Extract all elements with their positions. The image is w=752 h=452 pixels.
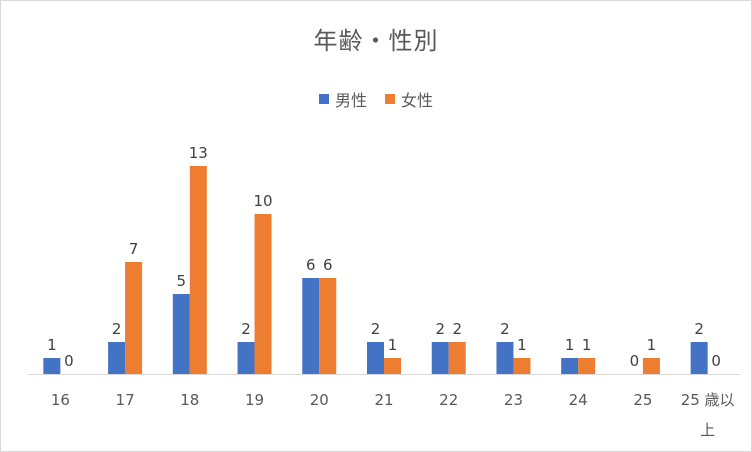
bar-male-2 <box>172 294 190 374</box>
x-tick-label-10-line-0: 25 歳以 <box>681 391 735 409</box>
bar-female-9 <box>642 358 660 374</box>
bar-male-4 <box>302 278 320 374</box>
legend-item-female: 女性 <box>385 87 433 111</box>
data-label-male-8: 1 <box>565 336 575 354</box>
bar-male-0 <box>43 358 61 374</box>
x-tick-label-10-line-1: 上 <box>700 421 715 439</box>
data-label-female-8: 1 <box>582 336 592 354</box>
x-tick-label-9: 25 <box>633 391 652 409</box>
bar-female-1 <box>125 262 143 374</box>
bar-male-3 <box>237 342 255 374</box>
data-label-male-9: 0 <box>630 352 640 370</box>
chart-title: 年齢・性別 <box>313 27 439 55</box>
bar-male-6 <box>431 342 449 374</box>
legend-swatch-female <box>385 94 395 104</box>
x-tick-label-3: 19 <box>245 391 264 409</box>
bar-female-3 <box>254 214 272 374</box>
bar-female-7 <box>513 358 531 374</box>
data-label-female-10: 0 <box>711 352 721 370</box>
legend-label-male: 男性 <box>334 91 367 110</box>
x-tick-label-6: 22 <box>439 391 458 409</box>
x-tick-label-8: 24 <box>569 391 588 409</box>
bar-female-4 <box>319 278 337 374</box>
x-tick-label-0: 16 <box>51 391 70 409</box>
x-tick-label-2: 18 <box>180 391 199 409</box>
data-label-male-5: 2 <box>371 320 381 338</box>
bar-male-5 <box>367 342 384 374</box>
data-label-male-10: 2 <box>694 320 704 338</box>
x-tick-label-7: 23 <box>504 391 523 409</box>
data-label-male-6: 2 <box>435 320 445 338</box>
data-label-male-2: 5 <box>177 272 187 290</box>
bar-male-10 <box>690 342 708 374</box>
bar-male-1 <box>108 342 126 374</box>
data-label-male-4: 6 <box>306 256 316 274</box>
bar-male-8 <box>561 358 579 374</box>
data-label-female-1: 7 <box>129 240 139 258</box>
data-label-male-0: 1 <box>47 336 57 354</box>
data-label-female-0: 0 <box>64 352 74 370</box>
bar-female-6 <box>448 342 466 374</box>
data-label-female-9: 1 <box>647 336 657 354</box>
data-label-female-7: 1 <box>517 336 527 354</box>
legend-label-female: 女性 <box>401 91 434 110</box>
legend-swatch-male <box>318 94 329 104</box>
chart-legend: 男性 女性 <box>1 87 751 111</box>
bar-female-5 <box>384 358 401 374</box>
x-tick-label-4: 20 <box>310 391 329 409</box>
x-tick-label-1: 17 <box>116 391 135 409</box>
legend-item-male: 男性 <box>318 87 367 111</box>
data-label-female-2: 13 <box>189 144 208 162</box>
x-tick-label-5: 21 <box>374 391 393 409</box>
data-label-female-6: 2 <box>452 320 462 338</box>
data-label-male-7: 2 <box>500 320 510 338</box>
data-label-female-3: 10 <box>253 192 272 210</box>
data-label-female-5: 1 <box>388 336 398 354</box>
bar-female-8 <box>578 358 596 374</box>
data-label-male-1: 2 <box>112 320 122 338</box>
data-label-female-4: 6 <box>323 256 333 274</box>
data-label-male-3: 2 <box>241 320 251 338</box>
bar-male-7 <box>496 342 514 374</box>
bar-female-2 <box>189 166 207 374</box>
